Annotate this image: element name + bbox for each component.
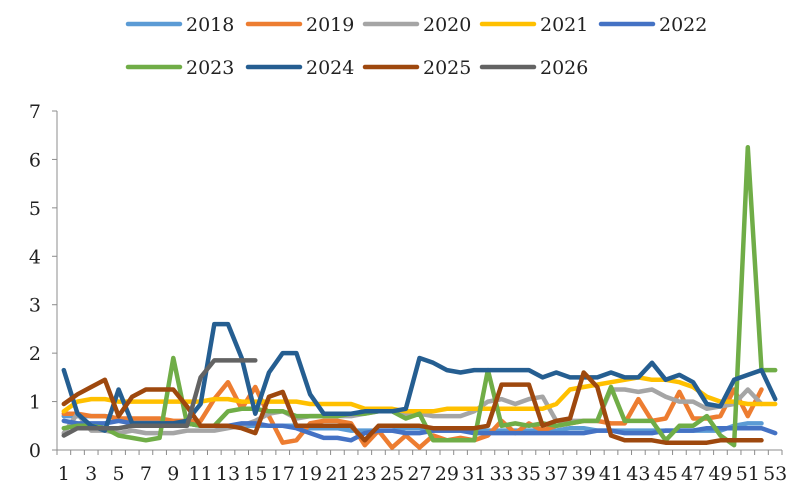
x-tick-label: 47 — [681, 463, 705, 485]
y-axis: 0 1 2 3 4 5 6 7 — [29, 101, 58, 462]
legend-label-2021: 2021 — [540, 14, 588, 36]
y-tick-label: 6 — [29, 149, 41, 171]
x-tick-label: 21 — [325, 463, 349, 485]
legend-label-2018: 2018 — [186, 14, 234, 36]
x-tick-label: 13 — [216, 463, 240, 485]
x-tick-label: 37 — [544, 463, 568, 485]
y-tick-label: 1 — [29, 392, 41, 414]
series-line-2024 — [61, 321, 778, 433]
x-tick-label: 45 — [654, 463, 678, 485]
y-tick-label: 3 — [29, 295, 41, 317]
legend-label-2023: 2023 — [186, 57, 234, 79]
x-tick-label: 1 — [58, 463, 70, 485]
y-tick-label: 0 — [29, 440, 41, 462]
legend-label-2025: 2025 — [423, 57, 471, 79]
legend-label-2024: 2024 — [306, 57, 354, 79]
x-tick-label: 27 — [407, 463, 431, 485]
series-line-2020 — [61, 387, 764, 436]
x-tick-label: 7 — [140, 463, 152, 485]
x-tick-label: 29 — [435, 463, 459, 485]
x-tick-label: 31 — [462, 463, 486, 485]
x-tick-label: 39 — [572, 463, 596, 485]
x-tick-label: 17 — [271, 463, 295, 485]
y-tick-label: 4 — [29, 246, 41, 268]
y-tick-label: 2 — [29, 343, 41, 365]
x-tick-label: 3 — [85, 463, 97, 485]
x-tick-label: 43 — [626, 463, 650, 485]
x-tick-label: 9 — [167, 463, 179, 485]
x-tick-label: 41 — [599, 463, 623, 485]
legend-label-2020: 2020 — [423, 14, 471, 36]
x-tick-label: 15 — [243, 463, 267, 485]
legend-label-2019: 2019 — [306, 14, 354, 36]
x-tick-label: 33 — [489, 463, 513, 485]
x-tick-label: 53 — [763, 463, 787, 485]
series-line-2026 — [61, 358, 258, 438]
x-axis: 1 3 5 7 9 11 13 15 17 19 21 23 25 27 29 31 33 35 37 39 41 43 4… — [56, 449, 787, 485]
legend-label-2022: 2022 — [659, 14, 707, 36]
x-tick-label: 49 — [708, 463, 732, 485]
legend-label-2026: 2026 — [540, 57, 588, 79]
x-tick-label: 25 — [380, 463, 404, 485]
legend: 2018 2019 2020 2021 2022 2023 2024 2025 2026 — [125, 14, 707, 79]
x-tick-label: 23 — [353, 463, 377, 485]
y-tick-label: 7 — [29, 101, 41, 123]
series-line-2025 — [61, 370, 764, 445]
series-layer — [61, 145, 778, 450]
x-tick-label: 19 — [298, 463, 322, 485]
x-tick-label: 35 — [517, 463, 541, 485]
y-tick-label: 5 — [29, 198, 41, 220]
x-tick-label: 11 — [189, 463, 213, 485]
x-tick-label: 51 — [736, 463, 760, 485]
x-tick-label: 5 — [113, 463, 125, 485]
